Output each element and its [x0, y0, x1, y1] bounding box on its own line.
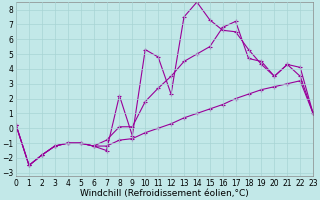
X-axis label: Windchill (Refroidissement éolien,°C): Windchill (Refroidissement éolien,°C) [80, 189, 249, 198]
